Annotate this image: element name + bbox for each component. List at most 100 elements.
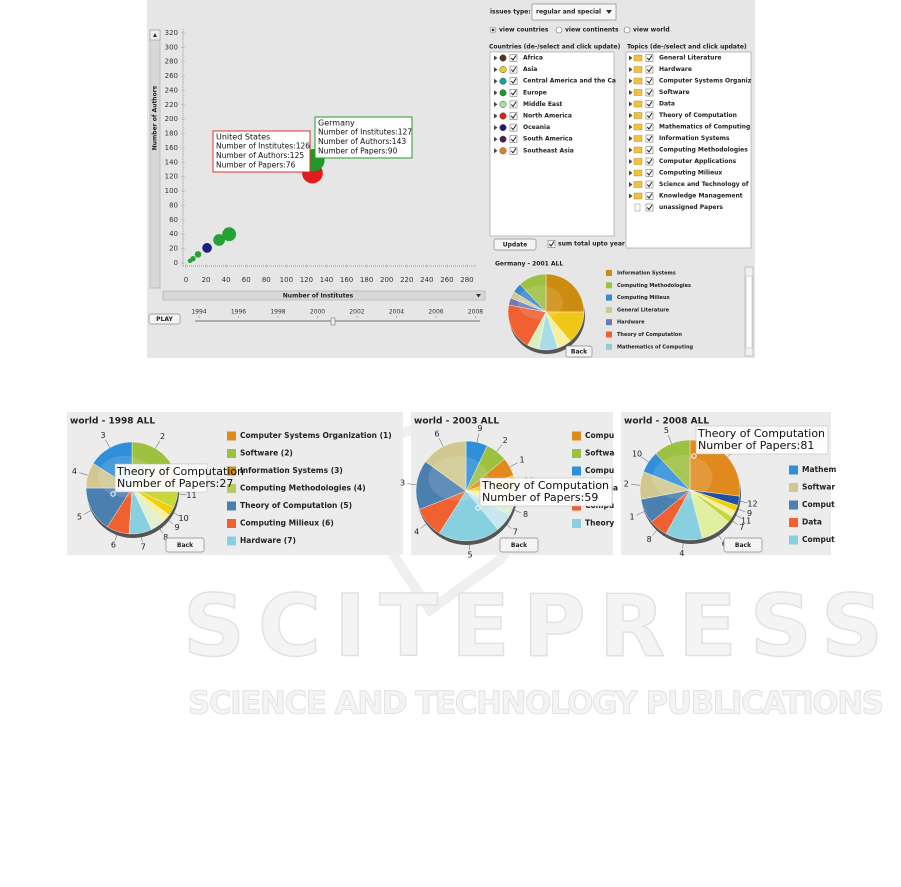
checkbox[interactable] bbox=[645, 123, 654, 131]
expand-arrow[interactable] bbox=[629, 101, 633, 107]
topic-name[interactable]: Science and Technology of bbox=[659, 181, 749, 188]
topic-name[interactable]: Information Systems bbox=[659, 135, 730, 142]
topic-name[interactable]: Hardware bbox=[659, 66, 692, 73]
x-slider[interactable] bbox=[162, 290, 486, 301]
button-label[interactable]: Back bbox=[571, 349, 588, 356]
topic-name[interactable]: unassigned Papers bbox=[659, 204, 723, 211]
checkbox[interactable] bbox=[645, 169, 654, 177]
checkbox[interactable] bbox=[645, 180, 654, 189]
checkbox[interactable] bbox=[509, 147, 518, 155]
expand-arrow[interactable] bbox=[494, 125, 498, 131]
button[interactable] bbox=[499, 537, 539, 553]
expand-arrow[interactable] bbox=[494, 136, 498, 142]
button[interactable] bbox=[165, 537, 205, 553]
radio-label[interactable]: view continents bbox=[565, 27, 619, 34]
country-name[interactable]: South America bbox=[523, 136, 573, 143]
pie-slice[interactable] bbox=[545, 273, 585, 313]
topic-name[interactable]: General Literature bbox=[659, 55, 721, 62]
expand-arrow[interactable] bbox=[494, 101, 498, 107]
checkbox[interactable] bbox=[645, 65, 654, 74]
button-label[interactable]: Back bbox=[735, 542, 752, 549]
pie-slice[interactable] bbox=[85, 487, 133, 528]
checkbox[interactable] bbox=[509, 54, 518, 62]
checkbox[interactable] bbox=[645, 77, 654, 85]
checkbox[interactable] bbox=[509, 112, 518, 120]
expand-arrow[interactable] bbox=[494, 78, 498, 84]
checkbox[interactable] bbox=[645, 88, 654, 97]
expand-arrow[interactable] bbox=[494, 113, 498, 119]
expand-arrow[interactable] bbox=[629, 193, 633, 199]
button-label[interactable]: PLAY bbox=[156, 316, 173, 323]
topic-name[interactable]: Theory of Computation bbox=[659, 112, 737, 119]
pie-slice[interactable] bbox=[425, 440, 467, 492]
expand-arrow[interactable] bbox=[629, 159, 633, 164]
topic-name[interactable]: Computing Methodologies bbox=[659, 147, 748, 154]
topic-name[interactable]: Knowledge Management bbox=[659, 193, 743, 200]
checkbox[interactable] bbox=[645, 100, 654, 108]
checkbox[interactable] bbox=[509, 89, 518, 97]
expand-arrow[interactable] bbox=[494, 67, 498, 73]
pie-slice[interactable] bbox=[655, 439, 691, 491]
expand-arrow[interactable] bbox=[629, 136, 633, 141]
scrollbar-thumb[interactable] bbox=[745, 275, 753, 349]
expand-arrow[interactable] bbox=[629, 78, 633, 84]
checkbox[interactable] bbox=[509, 135, 518, 143]
country-name[interactable]: Europe bbox=[523, 89, 547, 96]
country-name[interactable]: North America bbox=[523, 113, 572, 120]
checkbox[interactable] bbox=[547, 240, 556, 248]
scatter-point[interactable] bbox=[187, 258, 193, 264]
expand-arrow[interactable] bbox=[629, 182, 633, 187]
topic-name[interactable]: Computer Applications bbox=[659, 158, 737, 165]
scatter-point[interactable] bbox=[194, 251, 202, 258]
pie-slice[interactable] bbox=[507, 304, 547, 346]
scatter-point[interactable] bbox=[202, 243, 212, 253]
radio[interactable] bbox=[623, 26, 631, 34]
radio[interactable] bbox=[555, 26, 563, 34]
button-label[interactable]: Update bbox=[503, 242, 527, 249]
checkbox[interactable] bbox=[645, 192, 654, 200]
topic-name[interactable]: Software bbox=[659, 89, 690, 96]
button[interactable] bbox=[723, 537, 763, 553]
topic-name[interactable]: Data bbox=[659, 101, 675, 108]
issues-type-value[interactable]: regular and special bbox=[536, 9, 601, 16]
scatter-point[interactable] bbox=[222, 227, 237, 242]
timeline-knob[interactable] bbox=[330, 317, 336, 326]
expand-arrow[interactable] bbox=[629, 170, 633, 176]
scatter-point[interactable] bbox=[213, 234, 226, 246]
button-label[interactable]: Back bbox=[177, 542, 194, 549]
expand-arrow[interactable] bbox=[494, 148, 498, 154]
country-name[interactable]: Oceania bbox=[523, 124, 550, 131]
topic-name[interactable]: Computing Milieux bbox=[659, 170, 722, 177]
country-name[interactable]: Central America and the Ca bbox=[523, 78, 616, 85]
expand-arrow[interactable] bbox=[494, 55, 498, 61]
button[interactable] bbox=[493, 238, 537, 251]
checkbox[interactable] bbox=[509, 77, 518, 85]
checkbox[interactable] bbox=[645, 54, 654, 62]
pie-slice[interactable] bbox=[438, 490, 499, 542]
country-name[interactable]: Africa bbox=[523, 55, 543, 62]
button-label[interactable]: Back bbox=[511, 542, 528, 549]
checkbox[interactable] bbox=[509, 100, 518, 109]
topic-name[interactable]: Mathematics of Computing bbox=[659, 124, 750, 131]
radio-label[interactable]: view world bbox=[633, 27, 670, 34]
checkbox[interactable] bbox=[645, 111, 654, 120]
expand-arrow[interactable] bbox=[629, 67, 633, 72]
pie-slice[interactable] bbox=[415, 461, 467, 510]
checkbox[interactable] bbox=[509, 65, 518, 74]
country-name[interactable]: Middle East bbox=[523, 101, 563, 108]
topic-name[interactable]: Computer Systems Organiz bbox=[659, 78, 752, 85]
checkbox[interactable] bbox=[645, 157, 654, 166]
expand-arrow[interactable] bbox=[629, 124, 633, 130]
checkbox[interactable] bbox=[509, 123, 518, 132]
y-slider[interactable] bbox=[149, 29, 161, 289]
issues-type-select[interactable] bbox=[531, 3, 617, 21]
expand-arrow[interactable] bbox=[629, 55, 633, 61]
expand-arrow[interactable] bbox=[629, 90, 633, 95]
button[interactable] bbox=[148, 313, 181, 325]
expand-arrow[interactable] bbox=[629, 147, 633, 153]
pie-slice[interactable] bbox=[519, 273, 547, 313]
country-name[interactable]: Asia bbox=[523, 66, 537, 73]
expand-arrow[interactable] bbox=[494, 90, 498, 96]
country-name[interactable]: Southeast Asia bbox=[523, 147, 574, 154]
button[interactable] bbox=[565, 345, 593, 358]
